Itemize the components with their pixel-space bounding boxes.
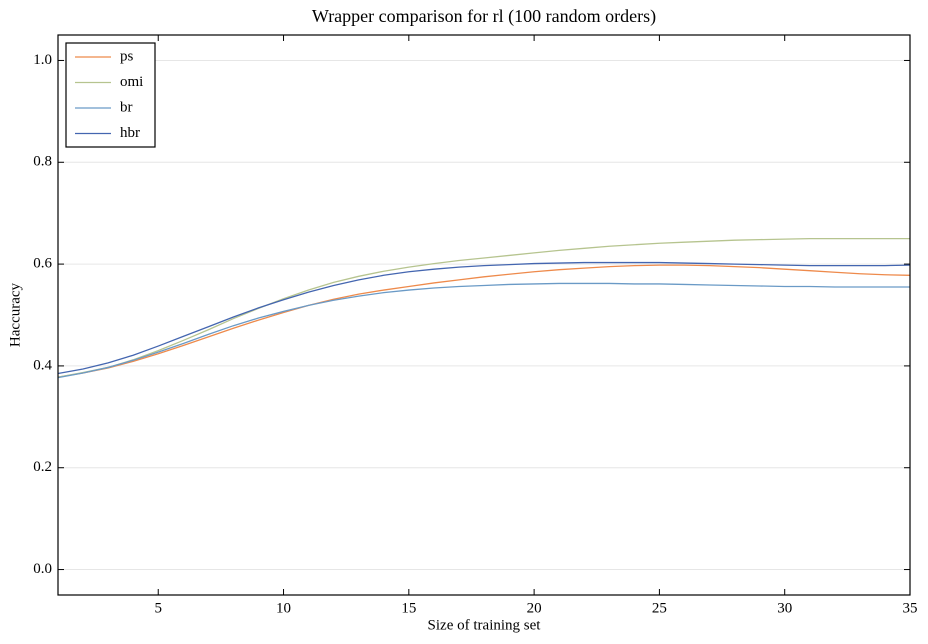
y-tick-label: 0.2 <box>33 459 52 475</box>
x-tick-label: 15 <box>401 600 416 616</box>
y-tick-label: 1.0 <box>33 52 52 68</box>
plot-frame <box>57 34 911 596</box>
x-axis-label: Size of training set <box>428 617 542 633</box>
y-axis-label: Haccuracy <box>7 282 23 347</box>
x-tick-label: 30 <box>777 600 792 616</box>
legend-label: hbr <box>120 125 140 141</box>
series-line <box>57 261 911 375</box>
legend-label: omi <box>120 74 143 90</box>
y-tick-label: 0.0 <box>33 561 52 577</box>
legend-label: br <box>120 99 133 115</box>
legend-label: ps <box>120 48 134 64</box>
series-line <box>57 282 910 379</box>
y-tick-label: 0.4 <box>33 357 52 373</box>
x-tick-label: 10 <box>276 600 291 616</box>
y-tick-label: 0.6 <box>33 256 52 272</box>
y-tick-label: 0.8 <box>33 154 52 170</box>
series-line <box>57 237 910 378</box>
x-tick-label: 25 <box>652 600 667 616</box>
chart-title: Wrapper comparison for rl (100 random or… <box>312 6 656 27</box>
x-tick-label: 20 <box>527 600 542 616</box>
series-line <box>57 264 911 378</box>
x-tick-label: 5 <box>154 600 162 616</box>
x-tick-label: 35 <box>903 600 918 616</box>
legend-box <box>65 42 156 148</box>
